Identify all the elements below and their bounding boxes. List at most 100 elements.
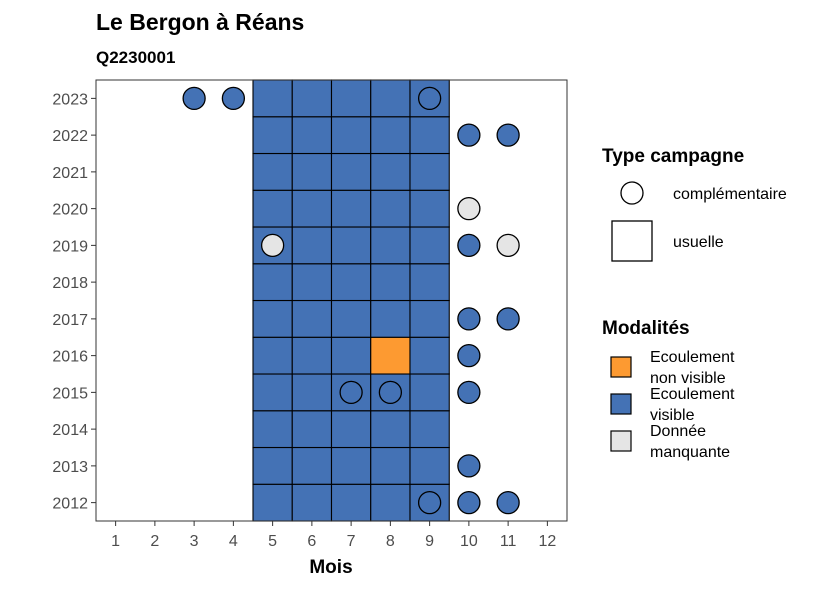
usuelle-cell [252, 116, 293, 155]
usuelle-cell [291, 79, 333, 118]
usuelle-cell [409, 336, 450, 375]
legend-usuelle-symbol [611, 220, 653, 262]
complementaire-point [496, 233, 520, 258]
complementaire-point [457, 307, 481, 331]
chart-subtitle: Q2230001 [96, 48, 175, 67]
x-tick-label: 12 [538, 533, 556, 550]
legend-label-non_visible-line2: non visible [650, 370, 726, 387]
usuelle-cell [291, 483, 333, 522]
plot-border [95, 79, 568, 522]
usuelle-cell [370, 410, 411, 449]
y-tick-label: 2014 [52, 422, 88, 439]
complementaire-point [182, 86, 206, 111]
x-tick-label: 11 [500, 533, 517, 550]
usuelle-cell [330, 79, 372, 118]
complementaire-point [457, 123, 481, 147]
complementaire-point [457, 454, 481, 478]
complementaire-points [182, 86, 520, 515]
complementaire-point [496, 490, 520, 515]
usuelle-cell [252, 373, 293, 412]
legend-swatch-non_visible [610, 356, 632, 378]
usuelle-cell [409, 263, 450, 302]
usuelle-cell [330, 410, 372, 449]
usuelle-cell [291, 116, 333, 155]
y-axis: 2012 2013 2014 2015 2016 2017 2018 2019 2020 2021… [52, 91, 96, 513]
usuelle-cell [291, 410, 333, 449]
x-tick-label: 5 [268, 533, 277, 550]
usuelle-cell [252, 79, 293, 118]
y-tick-label: 2022 [52, 128, 88, 145]
usuelle-cell [370, 116, 411, 155]
complementaire-point [378, 380, 403, 405]
x-tick-label: 4 [229, 533, 238, 550]
legend-usuelle-label: usuelle [673, 234, 724, 251]
x-tick-label: 1 [111, 533, 120, 550]
complementaire-point [457, 196, 481, 221]
legend-type-title: Type campagne [602, 146, 744, 167]
usuelle-cell [409, 373, 450, 412]
complementaire-point [496, 307, 520, 331]
usuelle-cell [370, 79, 411, 118]
usuelle-cell [252, 263, 293, 302]
x-tick-label: 7 [347, 533, 356, 550]
complementaire-point [457, 490, 481, 515]
usuelle-cell [370, 263, 411, 302]
usuelle-cell [252, 299, 293, 338]
legend-type-campagne: Type campagne complémentaire usuelle [602, 146, 787, 262]
usuelle-cell [330, 336, 372, 375]
plot-frame [95, 79, 568, 522]
usuelle-cell [330, 299, 372, 338]
complementaire-point [417, 490, 442, 515]
usuelle-cell [370, 336, 411, 375]
usuelle-cell [370, 189, 411, 228]
legend-complementaire-symbol [620, 181, 644, 205]
usuelle-cell [252, 336, 293, 375]
legend-label-visible-line2: visible [650, 407, 695, 424]
legend-complementaire-label: complémentaire [673, 186, 787, 203]
complementaire-point [417, 86, 442, 111]
x-tick-label: 8 [386, 533, 395, 550]
usuelle-cell [370, 152, 411, 191]
y-tick-label: 2021 [52, 165, 88, 182]
usuelle-cells [252, 79, 450, 522]
chart-title: Le Bergon à Réans [96, 9, 304, 35]
complementaire-point [457, 343, 481, 368]
y-tick-label: 2019 [52, 238, 88, 255]
complementaire-point [221, 86, 246, 111]
y-tick-label: 2012 [52, 496, 88, 513]
usuelle-cell [252, 189, 293, 228]
usuelle-cell [330, 483, 372, 522]
usuelle-cell [252, 410, 293, 449]
complementaire-point [339, 380, 363, 405]
usuelle-cell [252, 446, 293, 485]
usuelle-cell [409, 226, 450, 265]
complementaire-point [457, 233, 481, 258]
x-tick-label: 6 [307, 533, 316, 550]
usuelle-cell [291, 152, 333, 191]
x-tick-label: 10 [460, 533, 478, 550]
usuelle-cell [291, 299, 333, 338]
usuelle-cell [291, 336, 333, 375]
x-axis: 1 2 3 4 5 6 7 8 9 10 11 12 [111, 521, 556, 550]
usuelle-cell [409, 410, 450, 449]
legend-label-manquante-line2: manquante [650, 444, 730, 461]
usuelle-cell [409, 152, 450, 191]
usuelle-cell [291, 373, 333, 412]
usuelle-cell [330, 226, 372, 265]
legend-label-non_visible-line1: Ecoulement [650, 349, 735, 366]
y-tick-label: 2013 [52, 459, 88, 476]
usuelle-cell [291, 446, 333, 485]
legend-swatch-visible [610, 393, 632, 415]
y-tick-label: 2015 [52, 385, 88, 402]
x-tick-label: 3 [190, 533, 199, 550]
complementaire-point [496, 123, 520, 147]
usuelle-cell [330, 152, 372, 191]
usuelle-cell [330, 116, 372, 155]
usuelle-cell [409, 189, 450, 228]
x-tick-label: 9 [425, 533, 434, 550]
usuelle-cell [330, 263, 372, 302]
y-tick-label: 2023 [52, 91, 88, 108]
usuelle-cell [291, 189, 333, 228]
